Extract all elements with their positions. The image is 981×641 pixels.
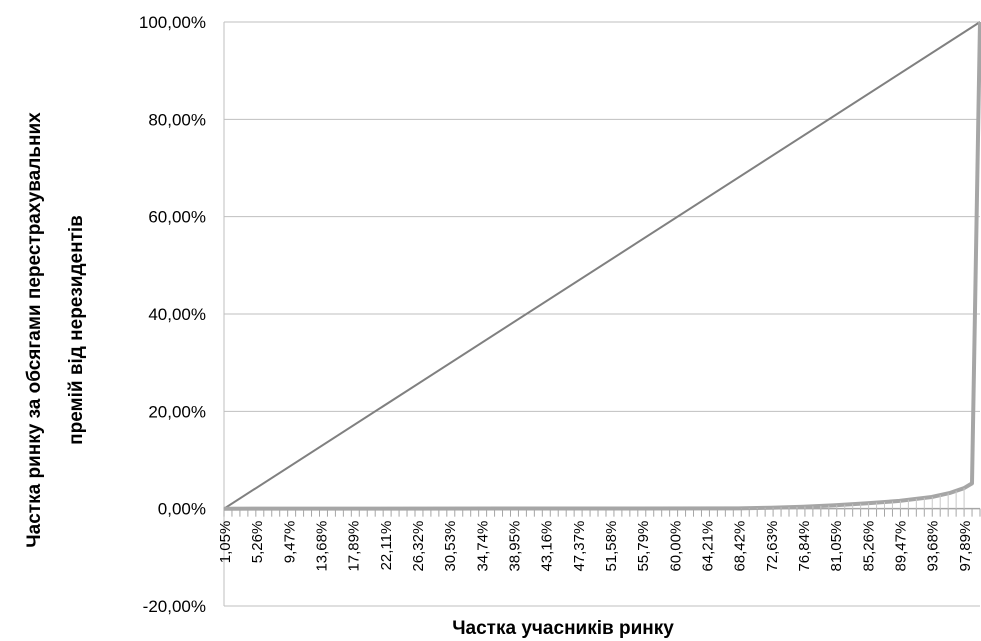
x-tick-label: 89,47% — [893, 521, 910, 572]
x-tick-label: 9,47% — [281, 521, 298, 564]
x-tick-label: 60,00% — [667, 521, 684, 572]
x-tick-label: 97,89% — [957, 521, 974, 572]
x-tick-label: 93,68% — [925, 521, 942, 572]
x-tick-label: 72,63% — [764, 521, 781, 572]
x-tick-label: 22,11% — [378, 521, 395, 571]
x-tick-label: 26,32% — [410, 521, 427, 572]
series-equality-line — [223, 21, 981, 510]
y-axis-title-line2: премій від нерезидентів — [66, 215, 87, 445]
x-tick-label: 38,95% — [507, 521, 524, 572]
x-tick-label: 43,16% — [539, 521, 556, 572]
y-tick-label: 100,00% — [139, 13, 206, 32]
y-tick-label: 40,00% — [148, 305, 206, 324]
y-tick-label: 60,00% — [148, 208, 206, 227]
series-lorenz-curve — [223, 21, 981, 511]
x-tick-label: 51,58% — [603, 521, 620, 572]
x-tick-label: 13,68% — [313, 521, 330, 572]
x-tick-label: 76,84% — [796, 521, 813, 572]
x-tick-label: 5,26% — [249, 521, 266, 564]
x-tick-label: 85,26% — [860, 521, 877, 572]
x-tick-label: 81,05% — [828, 521, 845, 572]
x-tick-label: 55,79% — [635, 521, 652, 572]
x-axis-ticks: 1,05% 5,26% 9,47% 13,68% 17,89% 22,11% 26,32% 3… — [217, 508, 981, 572]
x-tick-label: 68,42% — [732, 521, 749, 572]
x-tick-label: 1,05% — [217, 521, 234, 564]
x-tick-label: 30,53% — [442, 521, 459, 572]
y-tick-label: 20,00% — [148, 402, 206, 421]
x-tick-label: 34,74% — [474, 521, 491, 572]
series-lines — [223, 21, 981, 511]
y-axis-title-line1: Частка ринку за обсягами перестрахувальн… — [24, 112, 45, 548]
x-tick-label: 47,37% — [571, 521, 588, 572]
grid-lines — [223, 21, 980, 607]
x-tick-label: 64,21% — [700, 521, 717, 572]
y-tick-label: 0,00% — [158, 500, 206, 519]
y-tick-label: 80,00% — [148, 110, 206, 129]
y-tick-label: -20,00% — [143, 597, 206, 616]
y-axis-ticks: 100,00% 80,00% 60,00% 40,00% 20,00% 0,00% -20,… — [139, 13, 206, 616]
x-tick-label: 17,89% — [346, 521, 363, 572]
x-axis-title: Частка учасників ринку — [452, 618, 674, 639]
